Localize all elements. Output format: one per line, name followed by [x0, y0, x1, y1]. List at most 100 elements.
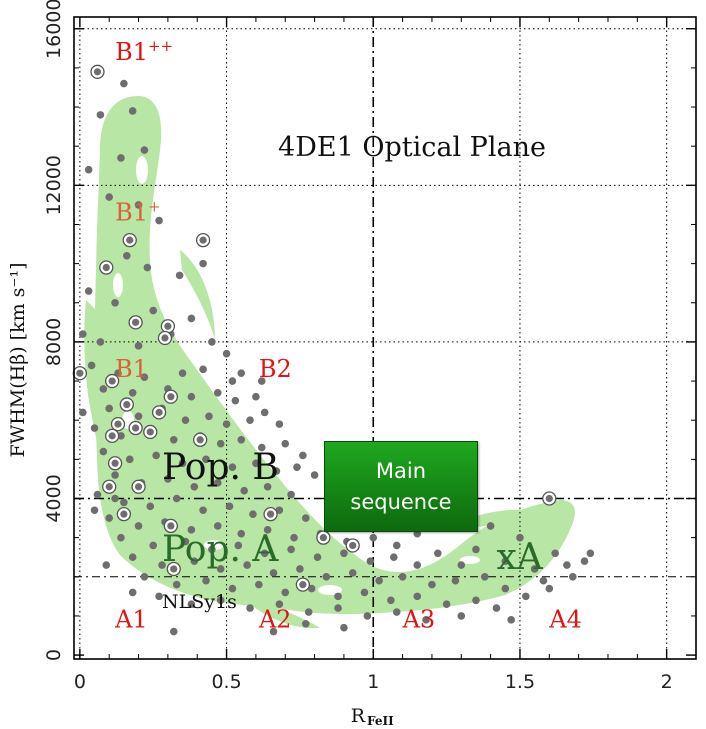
data-point: [413, 561, 422, 569]
data-point: [120, 498, 128, 507]
data-point: [580, 557, 589, 565]
ring-center: [105, 483, 113, 491]
ringed-point: [166, 561, 181, 577]
data-point: [134, 522, 143, 530]
annotation: Pop. B: [162, 447, 279, 488]
ringed-point: [104, 373, 120, 389]
data-point: [79, 408, 87, 417]
data-point: [111, 298, 119, 307]
ring-center: [126, 236, 134, 244]
data-point: [237, 529, 246, 538]
data-point: [392, 608, 401, 616]
data-point: [313, 553, 322, 562]
data-point: [363, 612, 372, 620]
y-tick-label: 4000: [43, 474, 65, 522]
main-sequence-box: Main sequence: [324, 441, 478, 532]
data-point: [507, 616, 515, 624]
annotation: xA: [496, 537, 543, 578]
data-point: [275, 420, 284, 428]
data-point: [293, 463, 301, 471]
ringed-point: [102, 479, 117, 494]
data-point: [152, 451, 160, 460]
ringed-point: [160, 319, 176, 334]
ringed-point: [104, 428, 120, 444]
data-point: [260, 549, 269, 558]
data-point: [530, 565, 539, 573]
data-point: [87, 361, 96, 370]
x-axis-label-subscript: FeII: [367, 714, 394, 728]
data-point: [190, 557, 199, 565]
data-point: [175, 271, 184, 280]
ring-center: [161, 334, 169, 342]
data-point: [301, 619, 310, 628]
ring-center: [167, 393, 175, 401]
data-point: [237, 435, 246, 444]
ring-center: [108, 432, 116, 440]
data-point: [501, 584, 510, 593]
data-point: [275, 506, 284, 515]
data-point: [199, 259, 207, 268]
ringed-point: [263, 507, 278, 522]
ringed-point: [143, 424, 158, 440]
ring-center: [93, 68, 102, 76]
data-point: [181, 416, 190, 425]
data-point: [140, 146, 149, 154]
data-point: [269, 569, 278, 577]
data-point: [369, 533, 378, 542]
data-point: [310, 471, 319, 479]
data-point: [202, 576, 210, 585]
data-point: [272, 467, 281, 475]
data-point: [539, 576, 548, 585]
data-point: [234, 541, 243, 550]
ring-center: [196, 436, 204, 444]
data-point: [90, 506, 99, 515]
ring-center: [319, 534, 327, 542]
data-point: [387, 596, 395, 605]
data-point: [99, 385, 108, 393]
data-point: [199, 506, 207, 515]
data-point: [501, 557, 510, 565]
data-point: [428, 580, 436, 589]
data-point: [178, 459, 187, 468]
ringed-point: [345, 538, 360, 553]
x-tick-label: 2: [661, 671, 673, 693]
data-point: [225, 502, 234, 511]
data-point: [216, 565, 225, 573]
data-point: [257, 377, 266, 385]
data-point: [257, 443, 266, 452]
data-point: [199, 365, 207, 374]
data-point: [422, 616, 430, 624]
x-tick-label: 1: [367, 671, 379, 693]
data-point: [164, 475, 172, 483]
ring-center: [545, 494, 553, 503]
y-tick-labels: 0 4000 8000 12000 16000: [43, 0, 65, 661]
data-point: [457, 561, 466, 569]
data-point: [392, 541, 401, 550]
data-point: [125, 455, 134, 464]
chart-title: 4DE1 Optical Plane: [278, 132, 546, 163]
ring-center: [164, 322, 172, 330]
ring-center: [108, 377, 116, 385]
y-tick-label: 12000: [43, 155, 65, 215]
ring-center: [299, 581, 307, 589]
region-label: B1++: [115, 37, 173, 66]
data-points: [79, 79, 595, 636]
y-tick-label: 8000: [43, 318, 65, 366]
data-point: [360, 588, 369, 597]
data-point: [187, 526, 196, 534]
data-point: [111, 494, 119, 503]
region-label: A4: [548, 606, 582, 634]
ringed-point: [107, 456, 123, 471]
ringed-points: [72, 64, 557, 592]
ringed-point: [163, 389, 178, 404]
data-point: [260, 408, 269, 417]
data-point: [442, 600, 451, 608]
data-point: [222, 349, 231, 358]
data-point: [290, 533, 298, 542]
data-point: [84, 165, 93, 174]
data-point: [96, 338, 105, 346]
data-point: [128, 588, 137, 597]
region-label: B2: [259, 355, 292, 383]
annotation: NLSy1s: [162, 591, 237, 613]
